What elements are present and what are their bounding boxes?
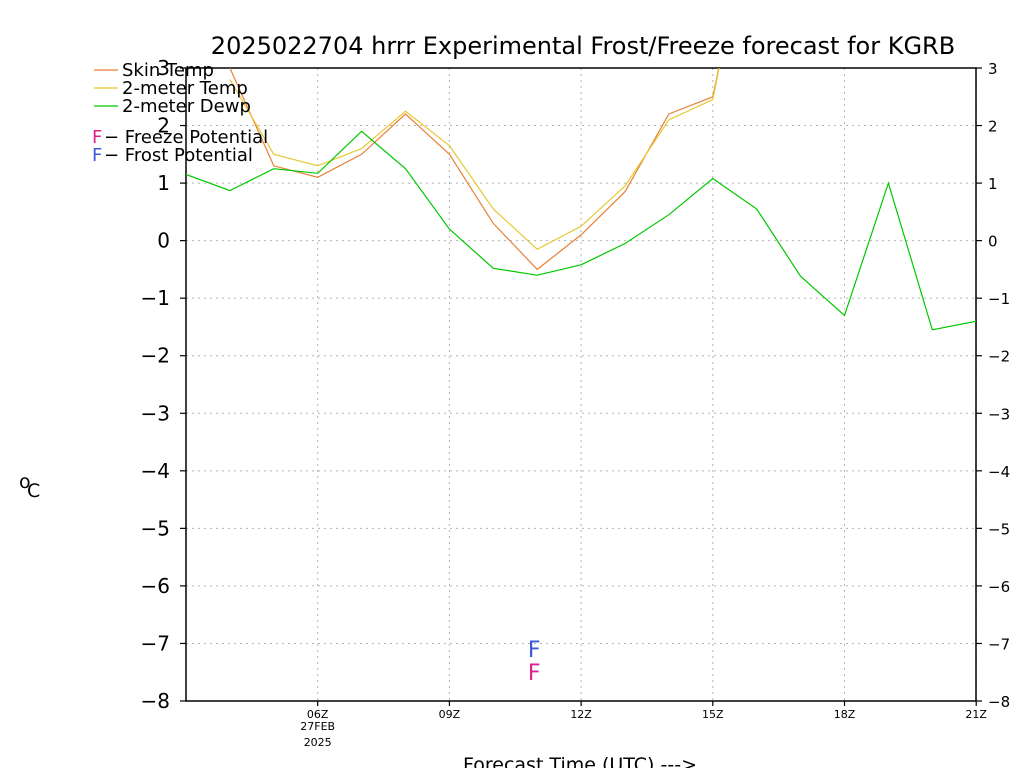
series-line-2-meter-temp bbox=[229, 68, 720, 251]
legend-label: Skin Temp bbox=[122, 60, 214, 81]
y-axis-label: o C bbox=[19, 471, 40, 502]
x-tick-sublabel-year: 2025 bbox=[304, 736, 332, 749]
legend-potential-symbol: F bbox=[92, 145, 102, 166]
x-tick-label: 21Z bbox=[965, 708, 987, 721]
y-tick-label-left: −5 bbox=[141, 516, 170, 540]
legend-label: 2-meter Dewp bbox=[122, 96, 251, 117]
y-tick-label-right: −1 bbox=[988, 290, 1010, 308]
series-line-skin-temp bbox=[229, 68, 720, 271]
potential-markers: FF bbox=[528, 638, 541, 686]
series-layer bbox=[186, 68, 976, 331]
legend-label: 2-meter Temp bbox=[122, 78, 248, 99]
x-tick-label: 06Z bbox=[307, 708, 329, 721]
y-tick-label-left: 1 bbox=[157, 171, 170, 195]
y-tick-label-left: −7 bbox=[141, 631, 170, 655]
y-tick-label-right: 2 bbox=[988, 118, 998, 136]
series-line-2-meter-dewp bbox=[186, 130, 976, 331]
x-tick-label: 18Z bbox=[834, 708, 856, 721]
legend-potential-label: − Frost Potential bbox=[104, 145, 253, 166]
y-tick-label-right: −5 bbox=[988, 520, 1010, 538]
y-tick-label-left: −6 bbox=[141, 574, 170, 598]
frost-potential-marker: F bbox=[528, 638, 541, 663]
x-axis-label: Forecast Time (UTC) ---> bbox=[463, 754, 697, 768]
y-tick-label-right: −6 bbox=[988, 578, 1010, 596]
y-tick-label-right: −8 bbox=[988, 693, 1010, 711]
y-tick-label-right: −4 bbox=[988, 463, 1010, 481]
y-tick-label-left: −8 bbox=[141, 689, 170, 713]
y-tick-label-left: −4 bbox=[141, 459, 170, 483]
y-tick-label-right: 1 bbox=[988, 175, 998, 193]
y-tick-label-right: −2 bbox=[988, 348, 1010, 366]
y-tick-label-left: 2 bbox=[157, 114, 170, 138]
y-tick-label-left: 0 bbox=[157, 229, 170, 253]
x-tick-label: 15Z bbox=[702, 708, 724, 721]
y-tick-label-left: −3 bbox=[141, 401, 170, 425]
y-tick-label-right: 0 bbox=[988, 233, 998, 251]
y-axis-left: 3 2 1 0 −1 −2 −3 −4 −5 −6 −7 −8 bbox=[141, 56, 186, 713]
y-tick-label-left: −1 bbox=[141, 286, 170, 310]
y-tick-label-left: 3 bbox=[157, 56, 170, 80]
x-tick-label: 09Z bbox=[439, 708, 461, 721]
x-tick-label: 12Z bbox=[570, 708, 592, 721]
y-tick-label-right: −3 bbox=[988, 405, 1010, 423]
freeze-potential-marker: F bbox=[528, 661, 541, 686]
y-axis-label-unit: C bbox=[27, 480, 40, 502]
legend-potential-label: − Freeze Potential bbox=[104, 127, 268, 148]
y-tick-label-right: 3 bbox=[988, 60, 998, 78]
y-axis-right: 3 2 1 0 −1 −2 −3 −4 −5 −6 −7 −8 bbox=[976, 60, 1010, 711]
y-axis-label-degree: o bbox=[19, 471, 31, 493]
y-tick-label-right: −7 bbox=[988, 635, 1010, 653]
x-tick-sublabel-date: 27FEB bbox=[300, 720, 335, 733]
chart-title: 2025022704 hrrr Experimental Frost/Freez… bbox=[211, 32, 955, 60]
y-tick-label-left: −2 bbox=[141, 344, 170, 368]
legend-potential-symbol: F bbox=[92, 127, 102, 148]
